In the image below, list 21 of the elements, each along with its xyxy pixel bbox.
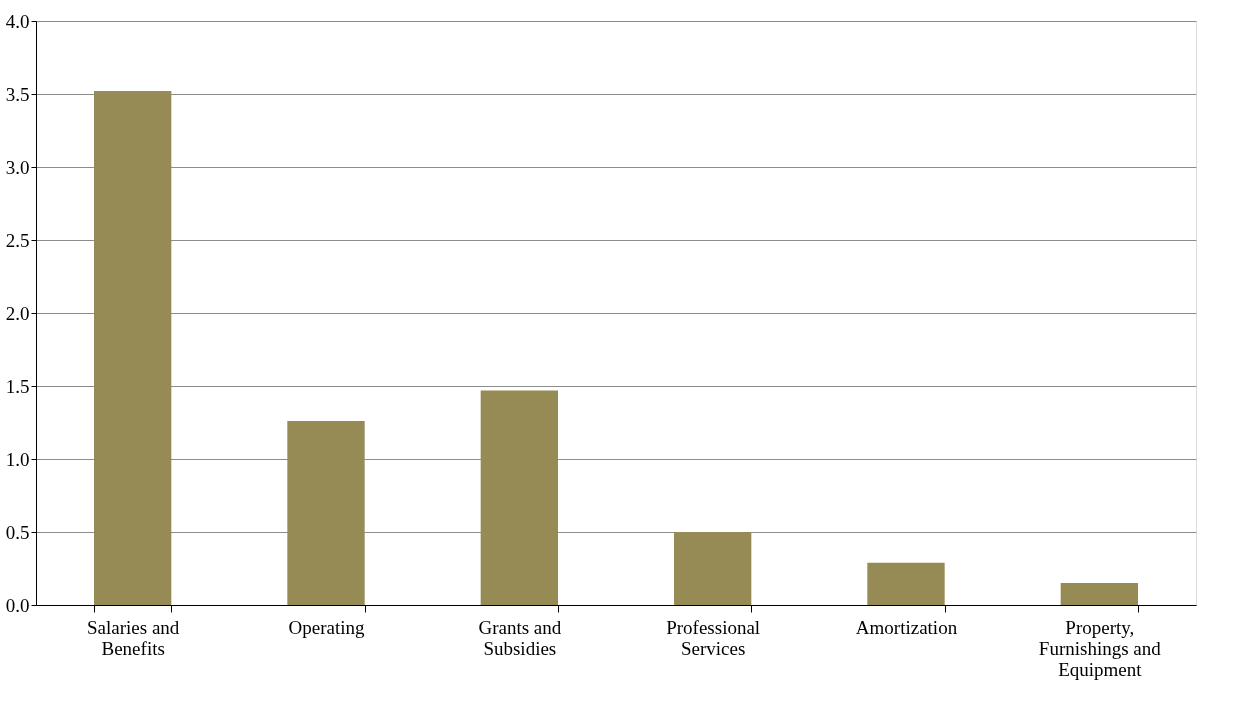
bar bbox=[674, 532, 752, 605]
bar bbox=[1060, 583, 1138, 605]
y-tick-label: 3.5 bbox=[5, 83, 30, 105]
y-tick-label: 0.5 bbox=[5, 521, 30, 543]
x-tick-label: Professional Services bbox=[666, 616, 761, 659]
y-tick-label: 0.0 bbox=[5, 594, 30, 616]
y-tick-label: 3.0 bbox=[5, 156, 30, 178]
bar bbox=[867, 562, 945, 605]
y-tick-label: 1.0 bbox=[5, 448, 30, 470]
y-tick-label: 2.5 bbox=[5, 229, 30, 251]
bar bbox=[480, 390, 558, 605]
x-tick-label: Amortization bbox=[855, 616, 958, 638]
bar bbox=[287, 421, 365, 605]
y-tick-label: 4.0 bbox=[5, 10, 30, 32]
x-tick-label: Salaries and Benefits bbox=[87, 616, 180, 659]
x-tick-label: Property, Furnishings and Equipment bbox=[1038, 616, 1162, 680]
y-tick-label: 2.0 bbox=[5, 302, 30, 324]
x-tick-label: Grants and Subsidies bbox=[478, 616, 562, 659]
bar bbox=[94, 91, 172, 605]
y-tick-label: 1.5 bbox=[5, 375, 30, 397]
x-tick-label: Operating bbox=[288, 616, 365, 638]
